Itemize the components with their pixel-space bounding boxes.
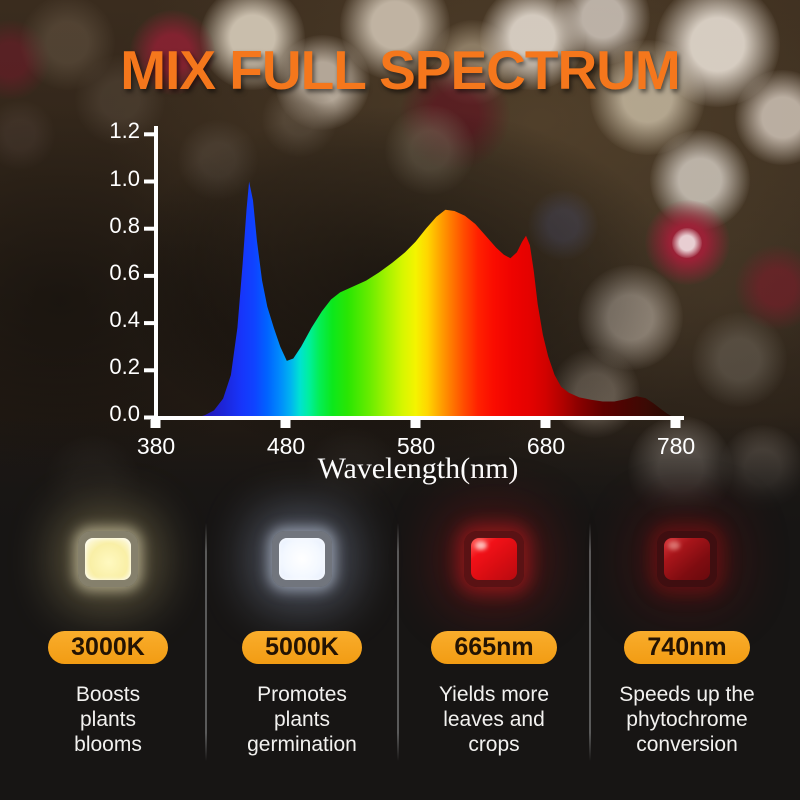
y-tick-label: 0.6 — [109, 260, 140, 285]
x-axis-line — [151, 416, 684, 420]
x-tick-label: 780 — [656, 433, 696, 459]
led-value-badge: 665nm — [431, 631, 557, 664]
led-column-3000k: 3000K Boosts plants blooms — [8, 505, 208, 757]
led-chip-warm-white-icon — [78, 531, 138, 587]
y-axis-line — [154, 126, 158, 420]
y-tick-label: 1.2 — [109, 118, 140, 143]
column-divider — [397, 523, 399, 761]
spectrum-curve — [197, 181, 675, 418]
column-divider — [205, 523, 207, 761]
led-description: Speeds up the phytochrome conversion — [619, 683, 755, 756]
y-tick-label: 1.0 — [109, 166, 140, 191]
x-tick-label: 680 — [526, 433, 566, 459]
y-tick-label: 0.4 — [109, 307, 140, 332]
led-die — [471, 538, 517, 580]
x-tick-label: 480 — [266, 433, 306, 459]
led-value-badge: 5000K — [242, 631, 362, 664]
led-chip-red-icon — [464, 531, 524, 587]
x-axis-title: Wavelength(nm) — [317, 452, 519, 485]
led-die — [85, 538, 131, 580]
led-description: Promotes plants germination — [247, 683, 357, 756]
led-column-5000k: 5000K Promotes plants germination — [202, 505, 402, 757]
led-column-665nm: 665nm Yields more leaves and crops — [394, 505, 594, 757]
y-tick-label: 0.2 — [109, 354, 140, 379]
led-description: Yields more leaves and crops — [438, 683, 550, 756]
led-description: Boosts plants blooms — [74, 683, 142, 756]
led-die — [664, 538, 710, 580]
led-die — [279, 538, 325, 580]
column-divider — [589, 523, 591, 761]
page-title: MIX FULL SPECTRUM — [120, 39, 680, 101]
led-chip-deep-red-icon — [657, 531, 717, 587]
led-chip-cool-white-icon — [272, 531, 332, 587]
x-tick-label: 380 — [136, 433, 176, 459]
led-column-740nm: 740nm Speeds up the phytochrome conversi… — [587, 505, 787, 757]
y-tick-label: 0.0 — [109, 401, 140, 426]
led-value-badge: 3000K — [48, 631, 168, 664]
x-tick-label: 580 — [396, 433, 436, 459]
y-tick-label: 0.8 — [109, 213, 140, 238]
led-value-badge: 740nm — [624, 631, 750, 664]
